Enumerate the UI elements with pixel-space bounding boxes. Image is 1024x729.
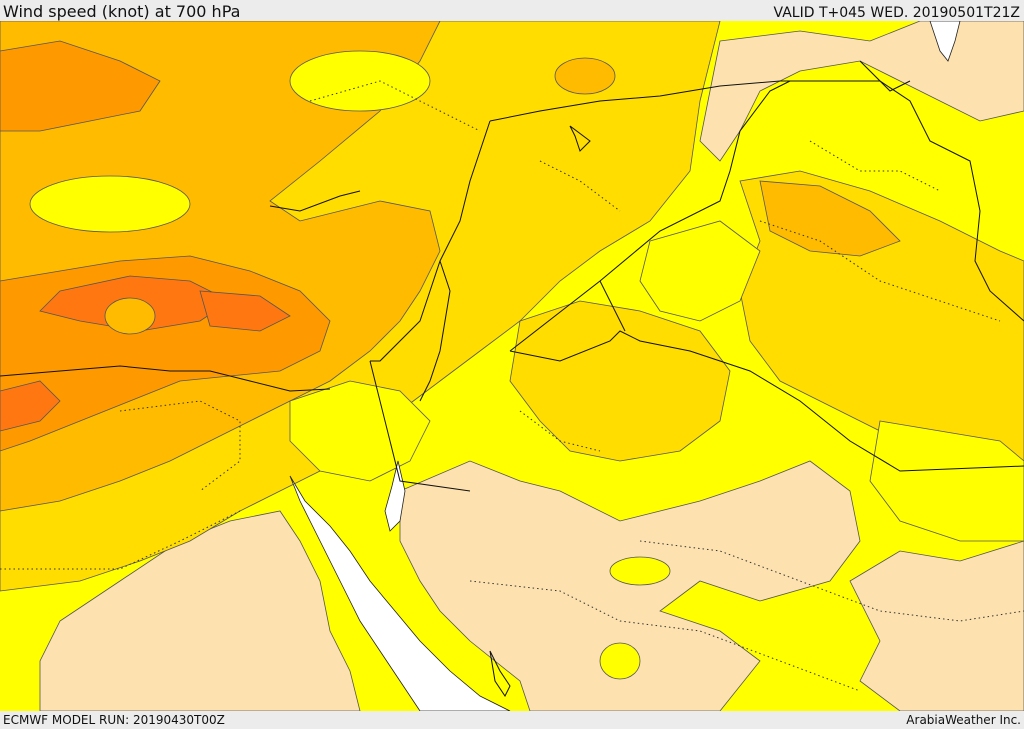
medium-high-hole bbox=[104, 297, 156, 335]
medium-high-spot-east bbox=[759, 180, 901, 257]
credit-label: ArabiaWeather Inc. bbox=[906, 713, 1021, 727]
medium-wind-region-central bbox=[509, 300, 731, 462]
calm-region-southeast bbox=[849, 540, 1024, 711]
very-high-wind-core-2 bbox=[199, 290, 291, 332]
very-high-wind-core-3 bbox=[0, 380, 61, 432]
coastlines bbox=[0, 125, 591, 697]
red-sea bbox=[289, 475, 511, 711]
footer-bar bbox=[0, 711, 1024, 729]
calm-spot-2 bbox=[609, 556, 671, 586]
low-wind-pocket-center bbox=[289, 380, 431, 482]
calm-region-arabia bbox=[399, 460, 861, 711]
calm-spot-3 bbox=[599, 642, 641, 680]
caspian-sea-edge bbox=[929, 21, 961, 62]
low-wind-pocket-iraq bbox=[639, 220, 761, 322]
model-run-label: ECMWF MODEL RUN: 20190430T00Z bbox=[3, 713, 225, 727]
low-wind-pocket-persian bbox=[869, 420, 1024, 542]
valid-time-label: VALID T+045 WED. 20190501T21Z bbox=[773, 5, 1020, 21]
calm-region-northeast bbox=[699, 21, 1024, 162]
medium-high-spot-ne bbox=[554, 57, 616, 95]
low-wind-pocket-west bbox=[29, 175, 191, 233]
low-wind-pocket-north bbox=[289, 50, 431, 112]
gulf-of-aqaba bbox=[384, 460, 406, 532]
chart-title: Wind speed (knot) at 700 hPa bbox=[3, 2, 241, 21]
administrative-boundaries bbox=[0, 80, 1024, 692]
header-bar bbox=[0, 0, 1024, 22]
wind-speed-map-svg bbox=[0, 21, 1024, 711]
weather-map[interactable] bbox=[0, 21, 1024, 711]
high-wind-region-north bbox=[0, 40, 161, 132]
